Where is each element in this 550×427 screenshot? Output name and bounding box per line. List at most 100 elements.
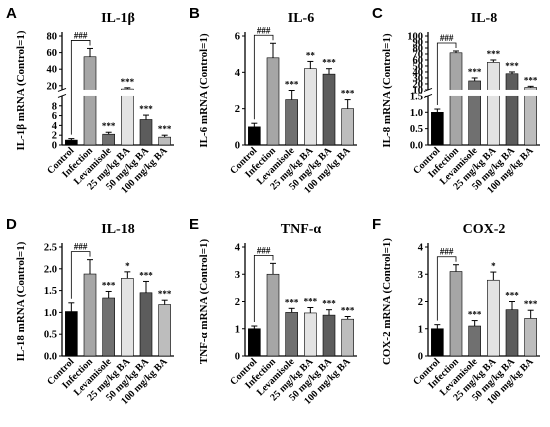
y-tick-label: 0.0 (410, 141, 423, 152)
bar-25-mg-kg-ba (487, 62, 500, 146)
bar-control (65, 139, 78, 146)
y-tick-label: 4 (418, 243, 424, 254)
axis-break-mark (57, 87, 67, 92)
bar-100-mg-kg-ba (341, 318, 354, 357)
significance-label: *** (304, 296, 318, 306)
chart-title: IL-6 (288, 11, 314, 26)
y-tick-label: 1.0 (44, 308, 57, 319)
significance-label: *** (322, 299, 336, 309)
significance-label: *** (524, 75, 538, 85)
y-tick-label: 6 (52, 111, 57, 122)
bar-break-gap (83, 89, 97, 96)
y-tick-label: 1 (235, 324, 240, 335)
significance-label: *** (487, 49, 501, 59)
significance-label: *** (158, 289, 172, 299)
y-tick-label: 10 (413, 85, 424, 96)
significance-label: ### (257, 245, 271, 255)
bar-control (431, 112, 444, 146)
chart-panel-e: E TNF-α TNF-α mRNA (Control=1) 0 1 2 3 4 Control… (183, 211, 366, 422)
bar-break-gap (449, 89, 463, 96)
bar-infection (266, 273, 280, 357)
y-axis-label: IL-18 mRNA (Control=1) (15, 241, 27, 361)
bar-50-mg-kg-ba (322, 73, 336, 146)
bar-100-mg-kg-ba (341, 108, 354, 146)
y-tick-label: 20 (47, 81, 58, 92)
significance-label: * (491, 261, 496, 271)
bar-100-mg-kg-ba (524, 318, 537, 357)
comparison-bracket (253, 34, 274, 120)
chart-panel-a: A IL-1β IL-1β mRNA (Control=1) 0 2 4 6 8 20 40 60 8… (0, 0, 183, 211)
significance-label: ### (74, 30, 88, 40)
y-tick-label: 2.0 (44, 264, 57, 275)
axis-break-mark (57, 93, 67, 98)
significance-label: *** (285, 297, 299, 307)
bar-levamisole (285, 312, 298, 357)
chart-svg: C IL-8IL-8 mRNA (Control=1) 0.00.51.01.510… (372, 5, 542, 196)
bar-25-mg-kg-ba (304, 312, 317, 357)
bar-25-mg-kg-ba (121, 278, 134, 357)
bar-infection (83, 56, 97, 146)
bar-control (431, 328, 444, 357)
y-tick-label: 30 (413, 73, 424, 84)
comparison-bracket (436, 256, 457, 321)
y-tick-label: 40 (47, 65, 58, 76)
significance-label: ### (440, 247, 454, 257)
bar-levamisole (468, 325, 481, 357)
bar-break-gap (486, 89, 501, 96)
significance-label: ** (306, 50, 316, 60)
y-tick-label: 1.0 (410, 108, 423, 119)
y-tick-label: 1.5 (44, 286, 57, 297)
panel-letter: D (6, 216, 17, 233)
y-tick-label: 0.5 (44, 330, 57, 341)
significance-label: *** (341, 305, 355, 315)
significance-label: *** (285, 80, 299, 90)
y-tick-label: 2 (235, 104, 240, 115)
y-tick-label: 40 (413, 67, 424, 78)
bar-control (65, 311, 78, 357)
bar-50-mg-kg-ba (139, 292, 153, 357)
significance-label: * (125, 261, 130, 271)
y-tick-label: 4 (235, 68, 241, 79)
y-tick-label: 80 (413, 43, 424, 54)
significance-label: *** (505, 61, 519, 71)
significance-label: *** (341, 89, 355, 99)
y-tick-label: 2 (52, 131, 57, 142)
bar-break-gap (505, 89, 519, 96)
chart-title: IL-18 (101, 222, 134, 237)
bar-25-mg-kg-ba (304, 68, 317, 146)
significance-label: *** (158, 124, 172, 134)
panel-letter: A (6, 5, 17, 22)
comparison-bracket (70, 251, 91, 299)
chart-title: IL-1β (101, 11, 135, 26)
axis-break-gap (424, 89, 542, 96)
significance-label: *** (468, 67, 482, 77)
significance-label: *** (524, 299, 538, 309)
bar-50-mg-kg-ba (505, 309, 519, 357)
significance-label: ### (440, 33, 454, 43)
chart-panel-f: F COX-2 COX-2 mRNA (Control=1) 0 1 2 3 4 Control… (366, 211, 549, 422)
panel-letter: F (372, 216, 381, 233)
significance-label: *** (505, 291, 519, 301)
axis-break-mark (423, 87, 433, 92)
significance-label: *** (139, 104, 153, 114)
y-tick-label: 50 (413, 61, 424, 72)
bar-50-mg-kg-ba (139, 119, 153, 146)
y-tick-label: 90 (413, 37, 424, 48)
y-tick-label: 4 (235, 243, 241, 254)
chart-title: TNF-α (281, 222, 322, 237)
y-tick-label: 2 (235, 297, 240, 308)
y-axis-label: IL-6 mRNA (Control=1) (198, 33, 210, 148)
y-axis-label: TNF-α mRNA (Control=1) (198, 239, 210, 365)
bar-control (248, 328, 261, 357)
bar-levamisole (102, 133, 115, 146)
significance-label: *** (102, 280, 116, 290)
comparison-bracket (70, 40, 91, 135)
y-tick-label: 80 (47, 32, 58, 43)
significance-label: *** (322, 58, 336, 68)
bar-control (248, 126, 261, 146)
y-tick-label: 60 (413, 55, 424, 66)
chart-panel-d: D IL-18 IL-18 mRNA (Control=1) 0.0 0.5 1.0 1.5… (0, 211, 183, 422)
